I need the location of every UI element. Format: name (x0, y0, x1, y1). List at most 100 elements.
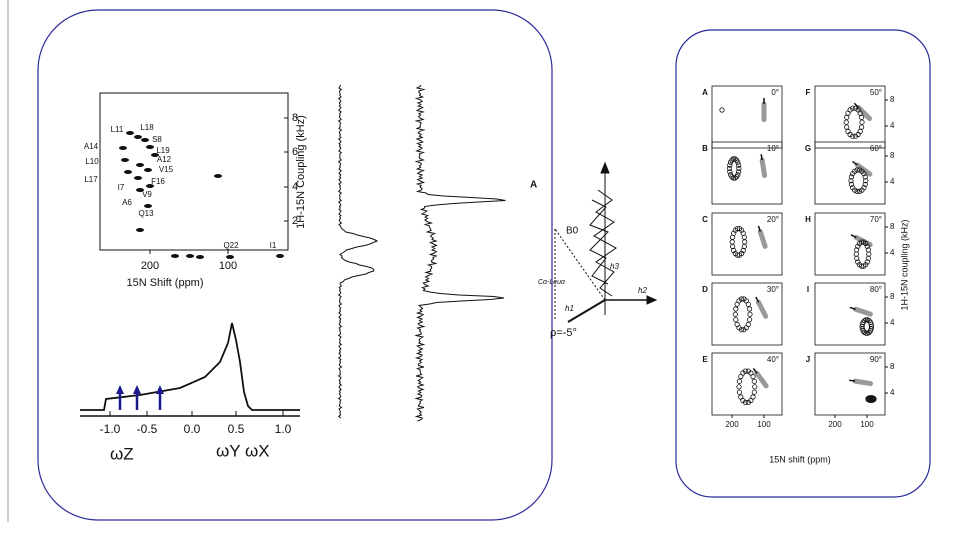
resonance (730, 156, 737, 162)
resonance (746, 317, 753, 323)
cylinder (852, 378, 874, 387)
resonance (730, 175, 737, 181)
resonance (848, 174, 855, 180)
y-tick-label: 8 (890, 292, 895, 301)
peak-label: L18 (140, 123, 154, 132)
resonance (734, 321, 740, 327)
resonance (864, 259, 870, 265)
peak (171, 254, 179, 258)
resonance (871, 395, 877, 402)
y-tick-label: 4 (890, 177, 895, 186)
resonance (863, 317, 869, 323)
resonance (848, 178, 854, 184)
resonance (745, 399, 751, 405)
resonance (844, 124, 850, 130)
resonance (731, 230, 737, 236)
resonance (864, 243, 870, 249)
pisema-x-label: 15N Shift (ppm) (126, 277, 203, 289)
y-tick-label: 6 (292, 146, 298, 158)
cylinder-arrow (849, 379, 856, 382)
y-tick-label: 8 (890, 151, 895, 160)
helix-backbone (589, 199, 609, 285)
peak (151, 153, 159, 157)
cylinder-arrow (757, 225, 762, 232)
resonance (727, 172, 734, 178)
x-tick-label: 100 (757, 420, 771, 429)
h1-label: h1 (565, 304, 574, 313)
pisema-y-label: 1H-15N Coupling (kHz) (295, 115, 307, 229)
x-tick-label: 100 (860, 420, 874, 429)
panel-angle: 50° (870, 88, 882, 97)
arrow-head (646, 295, 658, 305)
panel-letter: A (702, 88, 708, 97)
pisema-frame (99, 92, 289, 251)
y-tick-label: 4 (890, 248, 895, 257)
wheels-y-label: 1H-15N coupling (kHz) (899, 219, 909, 310)
blue-arrow-head (116, 385, 124, 394)
peak (141, 138, 149, 142)
resonance (742, 239, 748, 245)
peak (134, 176, 142, 180)
peak (226, 255, 234, 259)
peak (214, 174, 222, 178)
resonance (745, 301, 751, 307)
peak-label: I1 (270, 241, 277, 250)
cylinder-arrow (853, 102, 860, 109)
spectrum-trace (337, 84, 379, 419)
wheel-frame (814, 85, 886, 149)
resonance (727, 169, 733, 175)
resonance (729, 239, 735, 245)
cylinder (757, 229, 768, 249)
y-tick-label: 4 (890, 318, 895, 327)
peak-label: A14 (84, 142, 99, 151)
peak (124, 170, 132, 174)
y-tick-label: 4 (292, 181, 298, 193)
wheel-frame (711, 85, 783, 149)
y-tick-label: 4 (890, 121, 895, 130)
resonance (727, 162, 733, 168)
resonance (747, 311, 753, 317)
arrow-head (600, 161, 610, 174)
cylinder-arrow (851, 160, 858, 166)
resonance (741, 234, 747, 240)
y-tick-label: 8 (292, 112, 298, 124)
x-tick-label: 1.0 (275, 422, 292, 436)
resonance (862, 181, 868, 187)
resonance (856, 188, 863, 194)
peak (186, 254, 194, 258)
resonance (736, 165, 742, 171)
peak (121, 158, 129, 162)
resonance (726, 165, 733, 171)
y-tick-label: 4 (890, 388, 895, 397)
cylinder-arrow (760, 154, 763, 161)
peak (126, 131, 134, 135)
resonance (850, 105, 856, 111)
resonance (863, 178, 869, 184)
cylinder-arrow (752, 367, 758, 374)
spectrum-trace (414, 84, 506, 422)
wheel-frame (711, 352, 783, 416)
peak-label: V9 (142, 190, 152, 199)
peak-label: L11 (111, 125, 124, 134)
peak (144, 168, 152, 172)
resonance (746, 306, 753, 312)
resonance (735, 159, 741, 165)
x-tick-label: 200 (828, 420, 842, 429)
resonance (741, 327, 747, 333)
resonance (844, 114, 850, 121)
wheel-frame (711, 141, 783, 205)
panel-letter: G (805, 144, 811, 153)
peak-label: Q22 (223, 241, 239, 250)
resonance (862, 174, 868, 180)
resonance (736, 378, 743, 384)
peak (136, 163, 144, 167)
resonance (719, 107, 725, 113)
resonance (855, 259, 861, 265)
panel-letter: H (805, 215, 811, 224)
wheels-x-label: 15N shift (ppm) (769, 454, 831, 464)
resonance (738, 394, 744, 400)
b0-label: B0 (566, 226, 579, 237)
panel-angle: 30° (767, 285, 779, 294)
resonance (861, 171, 867, 177)
x-tick-label: 100 (219, 260, 237, 272)
